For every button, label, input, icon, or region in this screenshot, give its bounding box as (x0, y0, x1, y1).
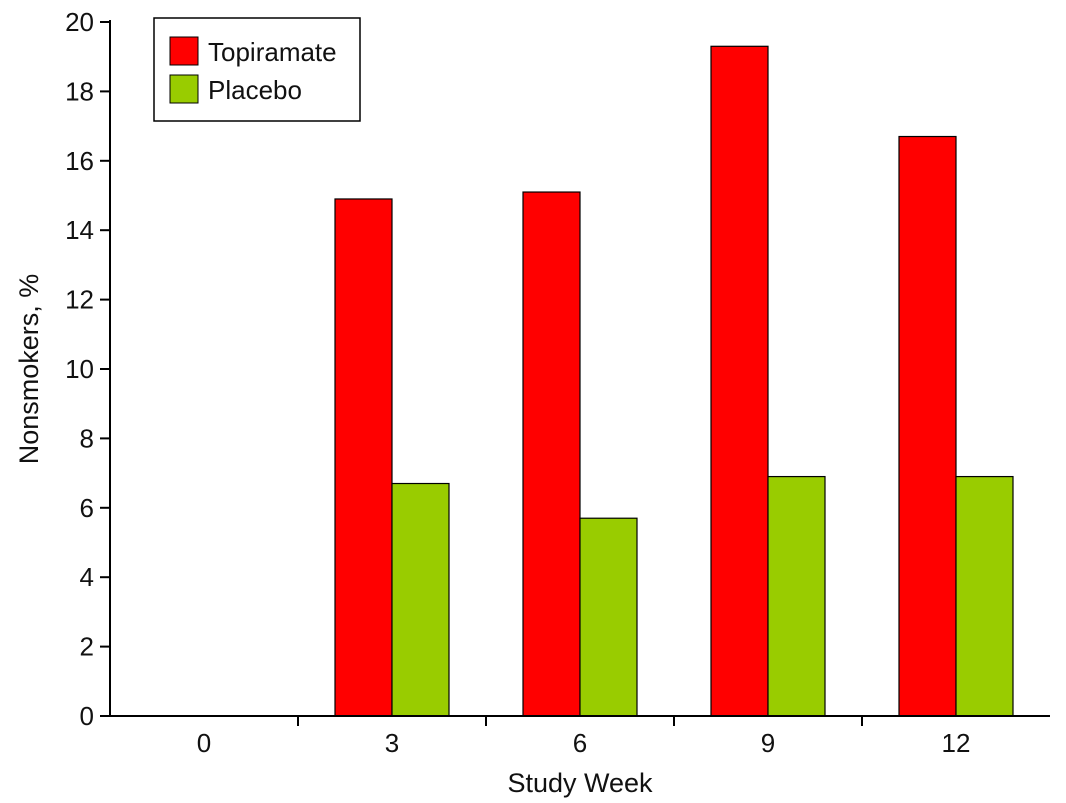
x-tick-label: 0 (197, 728, 211, 758)
x-axis-title: Study Week (507, 768, 653, 798)
y-tick-label: 20 (65, 7, 94, 37)
legend-label-placebo: Placebo (208, 75, 302, 105)
bar-topiramate-week-12 (898, 135, 957, 717)
bar-placebo-week-9 (767, 475, 826, 717)
y-axis-title: Nonsmokers, % (14, 274, 44, 465)
legend-swatch-topiramate (169, 36, 199, 66)
x-tick-label: 9 (761, 728, 775, 758)
bar-topiramate-week-9 (710, 45, 769, 717)
x-axis-ticks: 0 3 6 9 12 (197, 716, 971, 758)
bar-topiramate-week-6 (522, 191, 581, 717)
x-tick-label: 3 (385, 728, 399, 758)
legend: Topiramate Placebo (153, 17, 361, 122)
x-tick-label: 6 (573, 728, 587, 758)
legend-swatch-placebo (169, 74, 199, 104)
y-tick-label: 2 (80, 632, 94, 662)
y-tick-label: 6 (80, 493, 94, 523)
y-tick-label: 16 (65, 146, 94, 176)
legend-box (153, 17, 361, 122)
bar-placebo-week-6 (579, 517, 638, 717)
y-tick-label: 18 (65, 76, 94, 106)
y-tick-label: 10 (65, 354, 94, 384)
bar-topiramate-week-3 (334, 198, 393, 717)
bars-group (334, 45, 1014, 717)
y-axis-ticks: 0 2 4 6 8 10 12 14 16 18 20 (65, 7, 110, 731)
y-tick-label: 14 (65, 215, 94, 245)
y-tick-label: 4 (80, 562, 94, 592)
y-tick-label: 0 (80, 701, 94, 731)
y-tick-label: 8 (80, 423, 94, 453)
y-tick-label: 12 (65, 285, 94, 315)
legend-label-topiramate: Topiramate (208, 37, 337, 67)
bar-placebo-week-3 (391, 482, 450, 717)
bar-placebo-week-12 (955, 475, 1014, 717)
x-tick-label: 12 (942, 728, 971, 758)
